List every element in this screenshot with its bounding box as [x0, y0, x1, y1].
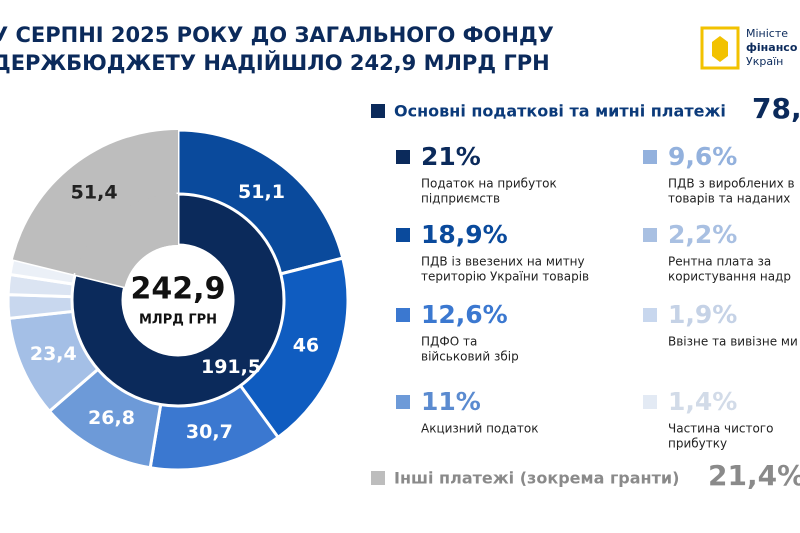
data-label: 23,4 [30, 343, 77, 365]
donut: 51,1 46 30,7 26,8 23,4 51,4 191,5 242,9 МЛРД ГРН [6, 128, 350, 472]
center-label: МЛРД ГРН [139, 313, 217, 328]
legend-text: товарів та наданих [668, 192, 790, 206]
legend-percent: 1,4% [668, 387, 737, 416]
legend-text: ПДФО та [421, 335, 477, 349]
legend-swatch [396, 395, 410, 409]
legend-text: Акцизний податок [421, 422, 538, 436]
legend-text: прибутку [668, 437, 727, 451]
legend-percent: 21% [421, 142, 481, 171]
data-label: 51,1 [238, 181, 285, 203]
legend-swatch [643, 150, 657, 164]
logo-emblem [712, 36, 728, 62]
legend-swatch [371, 104, 385, 118]
logo-text: Міністе [746, 27, 788, 40]
legend-swatch [643, 308, 657, 322]
logo: Міністе фінансо Україн [700, 26, 798, 70]
group-value: 78,6 [752, 92, 800, 125]
legend-text: Ввізне та вивізне ми [668, 335, 798, 349]
legend-swatch [396, 308, 410, 322]
title-line: ДЕРЖБЮДЖЕТУ НАДІЙШЛО 242,9 МЛРД ГРН [0, 50, 550, 75]
legend-percent: 11% [421, 387, 481, 416]
legend-swatch [643, 228, 657, 242]
data-label: 26,8 [88, 407, 135, 429]
data-label: 46 [293, 335, 319, 357]
donut-segment [12, 130, 179, 276]
legend-text: підприємств [421, 192, 500, 206]
legend-text: військовий збір [421, 350, 519, 364]
legend-swatch [643, 395, 657, 409]
group-label: Основні податкові та митні платежі [394, 102, 726, 121]
center-value: 242,9 [131, 272, 226, 307]
title-line: У СЕРПНІ 2025 РОКУ ДО ЗАГАЛЬНОГО ФОНДУ [0, 23, 554, 47]
logo-text: Україн [746, 55, 783, 68]
legend-swatch [396, 150, 410, 164]
legend-swatch [396, 228, 410, 242]
legend-text: Частина чистого [668, 422, 773, 436]
legend-percent: 2,2% [668, 220, 737, 249]
data-label: 191,5 [201, 356, 261, 378]
group-value: 21,4% [708, 459, 800, 492]
center-disc [123, 245, 233, 355]
legend-text: Податок на прибуток [421, 177, 557, 191]
data-label: 30,7 [186, 421, 233, 443]
legend-percent: 18,9% [421, 220, 508, 249]
legend-text: Рентна плата за [668, 255, 771, 269]
donut-segment [75, 194, 178, 287]
legend-text: територію України товарів [421, 270, 589, 284]
legend-percent: 1,9% [668, 300, 737, 329]
logo-frame [700, 26, 740, 70]
legend-text: ПДВ із ввезених на митну [421, 255, 585, 269]
legend-text: ПДВ з вироблених в [668, 177, 795, 191]
legend-text: користування надр [668, 270, 791, 284]
legend-percent: 9,6% [668, 142, 737, 171]
group-label: Інші платежі (зокрема гранти) [394, 469, 679, 488]
legend-swatch [371, 471, 385, 485]
legend-percent: 12,6% [421, 300, 508, 329]
legend: Основні податкові та митні платежі 78,6 Ін… [371, 92, 800, 492]
logo-text: фінансо [746, 41, 798, 54]
data-label: 51,4 [71, 181, 118, 203]
